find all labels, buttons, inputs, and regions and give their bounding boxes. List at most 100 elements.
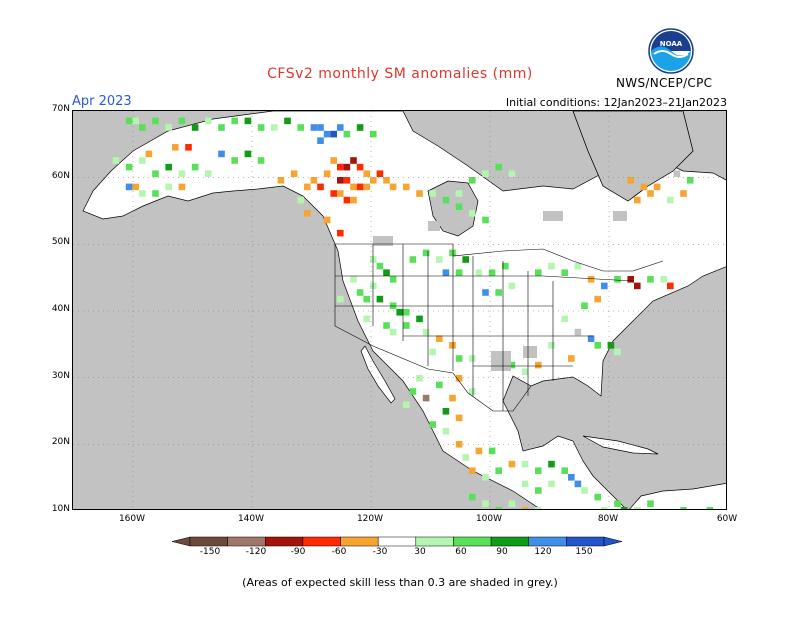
anomaly-map [73, 111, 726, 509]
anomaly-cell [178, 170, 186, 177]
organization-label: NWS/NCEP/CPC [616, 76, 713, 90]
anomaly-cell [422, 249, 430, 257]
anomaly-cell [244, 117, 252, 125]
anomaly-cell [581, 302, 588, 309]
anomaly-cell [125, 183, 133, 191]
cuba-island [582, 435, 659, 455]
anomaly-cell [535, 507, 542, 509]
anomaly-cell [403, 183, 410, 191]
grey-skill-patch [428, 221, 440, 231]
anomaly-cell [488, 447, 496, 455]
anomaly-cell [191, 124, 199, 131]
anomaly-cell [165, 163, 172, 171]
anomaly-cell [640, 183, 648, 191]
anomaly-cell [132, 117, 139, 125]
skill-footnote: (Areas of expected skill less than 0.3 a… [242, 576, 558, 589]
map-title: CFSv2 monthly SM anomalies (mm) [267, 66, 533, 82]
anomaly-cell [356, 183, 364, 191]
colorbar-label-7: 60 [455, 547, 467, 557]
anomaly-cell [165, 124, 172, 131]
anomaly-cell [343, 196, 351, 204]
anomaly-cell [389, 328, 397, 336]
anomaly-cell [574, 480, 582, 488]
anomaly-cell [686, 177, 694, 184]
anomaly-cell [508, 282, 516, 290]
anomaly-cell [587, 276, 595, 283]
colorbar-label-10: 150 [575, 547, 593, 557]
anomaly-cell [587, 335, 595, 342]
anomaly-cell [337, 177, 344, 184]
colorbar-label-4: -60 [331, 547, 347, 557]
anomaly-cell [495, 289, 502, 296]
anomaly-cell [112, 157, 120, 164]
anomaly-cell [436, 335, 443, 342]
lat-label-50: 50N [51, 237, 70, 247]
anomaly-cell [561, 315, 568, 323]
anomaly-cell [469, 388, 476, 395]
lon-label-80w: 80W [597, 514, 619, 524]
anomaly-cell [548, 480, 555, 488]
anomaly-cell [436, 256, 443, 263]
anomaly-cell [594, 342, 601, 349]
anomaly-cell [614, 276, 621, 283]
anomaly-cell [383, 269, 390, 276]
anomaly-cell [521, 460, 529, 468]
anomaly-cell [521, 368, 529, 375]
anomaly-cell [389, 183, 397, 191]
anomaly-cell [667, 282, 674, 290]
anomaly-cell [614, 500, 621, 507]
anomaly-cell [482, 216, 489, 224]
anomaly-cell [337, 124, 344, 131]
border-line [335, 275, 634, 282]
map-panel [72, 110, 727, 510]
anomaly-cell [383, 177, 390, 184]
anomaly-cell [350, 157, 357, 164]
anomaly-cell [178, 117, 186, 125]
anomaly-cell [680, 190, 687, 197]
anomaly-cell [627, 276, 634, 283]
anomaly-cell [356, 163, 364, 171]
colorbar-segment [490, 536, 529, 547]
anomaly-cell [653, 183, 661, 191]
lon-label-160w: 160W [118, 514, 146, 524]
anomaly-cell [475, 269, 483, 276]
anomaly-cell [271, 124, 278, 131]
grey-skill-patch [613, 211, 627, 221]
anomaly-cell [125, 117, 133, 125]
anomaly-cell [568, 474, 575, 481]
anomaly-cell [647, 500, 654, 507]
anomaly-cell [449, 249, 456, 257]
anomaly-cell [574, 262, 582, 270]
anomaly-cell [376, 170, 384, 177]
anomaly-cell [350, 196, 357, 204]
anomaly-cell [429, 190, 436, 197]
anomaly-cell [304, 210, 311, 217]
anomaly-cell [152, 117, 159, 125]
anomaly-cell [508, 460, 516, 468]
colorbar-segment [453, 536, 492, 547]
anomaly-cell [330, 130, 337, 138]
graticule [73, 111, 726, 509]
anomaly-cell [403, 401, 410, 408]
anomaly-cell [257, 124, 265, 131]
anomaly-cell [660, 163, 667, 171]
anomaly-cell [337, 229, 344, 237]
anomaly-cell [218, 124, 225, 131]
anomaly-cell [330, 190, 337, 197]
anomaly-cell [594, 295, 601, 303]
colorbar-segment [265, 536, 304, 547]
anomaly-cell [647, 276, 654, 283]
colorbar-left-arrow [171, 536, 191, 547]
lon-label-140w: 140W [237, 514, 265, 524]
anomaly-cell [370, 130, 377, 138]
lat-label-60: 60N [51, 171, 70, 181]
grey-skill-patch [543, 211, 563, 221]
anomaly-cell [495, 467, 502, 474]
state-borders [334, 243, 664, 412]
anomaly-cell [403, 309, 410, 316]
anomaly-cell [343, 130, 351, 138]
anomaly-cell [132, 183, 139, 191]
colorbar-segment [227, 536, 266, 547]
anomaly-cell [356, 289, 364, 296]
grey-skill-patch [523, 346, 537, 358]
